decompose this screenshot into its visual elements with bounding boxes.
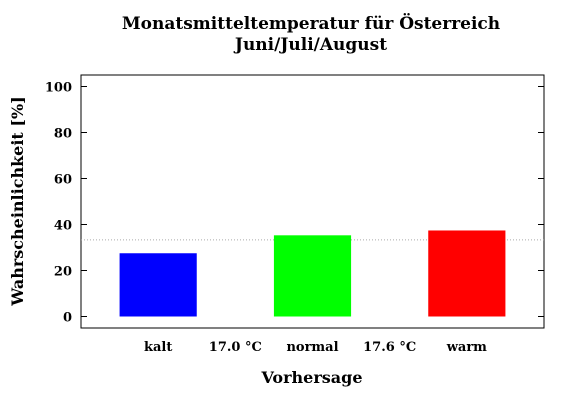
bars-layer (119, 230, 506, 317)
plot-frame (80, 74, 545, 329)
y-axis-ticks: 0 20 40 60 80 100 (45, 81, 544, 326)
chart-title-line1: Monatsmitteltemperatur für Österreich (122, 13, 500, 34)
y-axis-label: Wahrscheinlichkeit [%] (8, 96, 27, 306)
y-tick-label: 40 (54, 219, 72, 234)
x-category-label: kalt (144, 340, 172, 355)
x-axis-labels: kalt normal warm 17.0 °C 17.6 °C (144, 340, 487, 355)
x-threshold-label: 17.0 °C (209, 340, 262, 355)
y-tick-label: 100 (45, 81, 72, 96)
x-category-label: normal (286, 340, 338, 355)
bar-normal (273, 235, 352, 317)
x-category-label: warm (446, 340, 487, 355)
y-tick-label: 20 (54, 265, 72, 280)
y-tick-label: 80 (54, 127, 72, 142)
bar-warm (428, 230, 506, 317)
x-axis-label: Vorhersage (260, 368, 362, 387)
chart-title-line2: Juni/Juli/August (233, 35, 387, 55)
bar-kalt (119, 253, 197, 317)
x-threshold-label: 17.6 °C (363, 340, 416, 355)
y-tick-label: 60 (54, 173, 72, 188)
y-tick-label: 0 (63, 311, 72, 326)
